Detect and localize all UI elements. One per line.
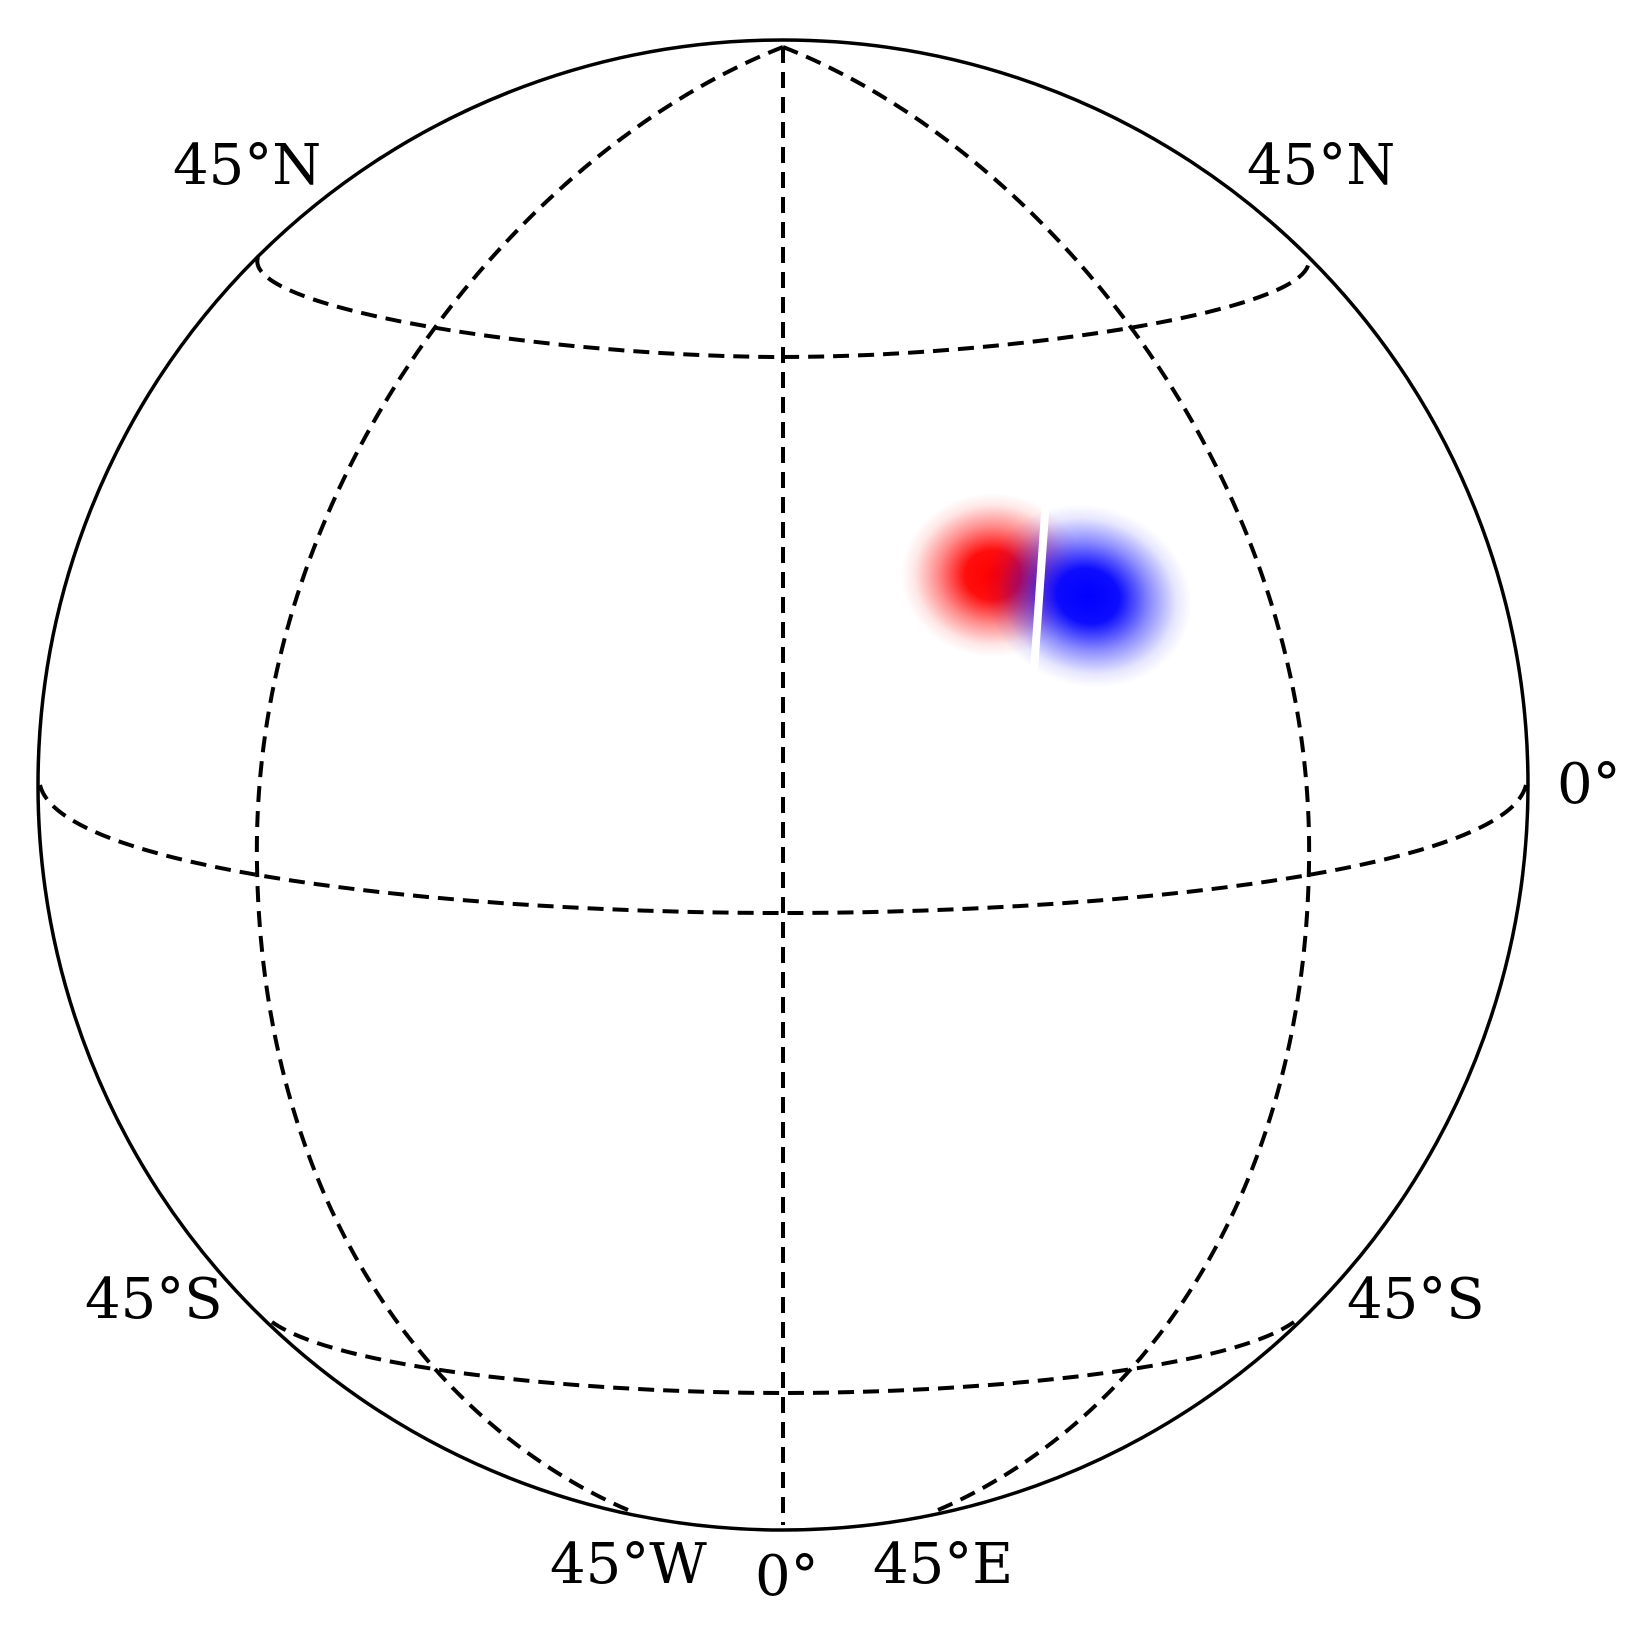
globe-outline <box>36 38 1530 1532</box>
data-field <box>901 493 1192 688</box>
label-lat-45s-left: 45°S <box>85 1267 223 1332</box>
label-lat-45n-right: 45°N <box>1247 133 1395 198</box>
meridian-45w <box>254 45 784 1512</box>
parallel-45n <box>255 256 1311 360</box>
label-lat-45s-right: 45°S <box>1347 1267 1485 1332</box>
label-lon-45e: 45°E <box>873 1532 1013 1597</box>
blob-divider <box>1030 499 1050 671</box>
label-lat-45n-left: 45°N <box>173 133 321 198</box>
graticule <box>38 45 1528 1525</box>
label-lat-0-right: 0° <box>1557 752 1621 817</box>
label-lon-45w: 45°W <box>550 1532 707 1597</box>
tick-labels: 45°N 45°N 0° 45°S 45°S 45°W 0° 45°E <box>85 133 1621 1609</box>
meridian-45e <box>782 45 1312 1512</box>
label-lon-0: 0° <box>755 1544 819 1609</box>
